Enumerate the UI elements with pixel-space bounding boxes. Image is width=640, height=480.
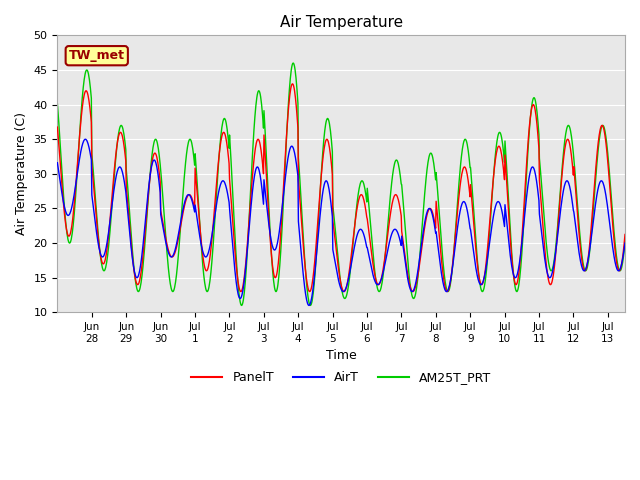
PanelT (126, 222, 134, 228)
AM25T_PRT (54, 101, 61, 107)
PanelT (557, 179, 565, 185)
AM25T_PRT (499, 145, 507, 151)
Title: Air Temperature: Air Temperature (280, 15, 403, 30)
PanelT (289, 81, 296, 87)
PanelT (54, 124, 61, 130)
AM25T_PRT (137, 280, 145, 286)
PanelT (530, 102, 538, 108)
PanelT (409, 288, 417, 294)
AirT (499, 214, 507, 220)
AirT (557, 201, 565, 206)
PanelT (137, 269, 145, 275)
PanelT (436, 241, 444, 247)
AirT (138, 255, 145, 261)
Text: TW_met: TW_met (68, 49, 125, 62)
AM25T_PRT (126, 210, 134, 216)
AM25T_PRT (530, 95, 538, 101)
AM25T_PRT (289, 60, 297, 66)
AirT (530, 165, 538, 171)
AirT (54, 160, 61, 166)
AirT (621, 240, 629, 246)
AM25T_PRT (621, 240, 629, 245)
AirT (126, 234, 134, 240)
AirT (305, 302, 313, 308)
X-axis label: Time: Time (326, 349, 356, 362)
Line: AM25T_PRT: AM25T_PRT (58, 63, 625, 305)
AM25T_PRT (307, 302, 314, 308)
Line: AirT: AirT (58, 139, 625, 305)
AirT (81, 136, 89, 142)
AirT (436, 260, 444, 265)
Y-axis label: Air Temperature (C): Air Temperature (C) (15, 112, 28, 235)
PanelT (499, 163, 507, 168)
Line: PanelT: PanelT (58, 84, 625, 291)
AM25T_PRT (436, 220, 444, 226)
Legend: PanelT, AirT, AM25T_PRT: PanelT, AirT, AM25T_PRT (186, 366, 496, 389)
AM25T_PRT (557, 174, 565, 180)
PanelT (621, 231, 629, 237)
